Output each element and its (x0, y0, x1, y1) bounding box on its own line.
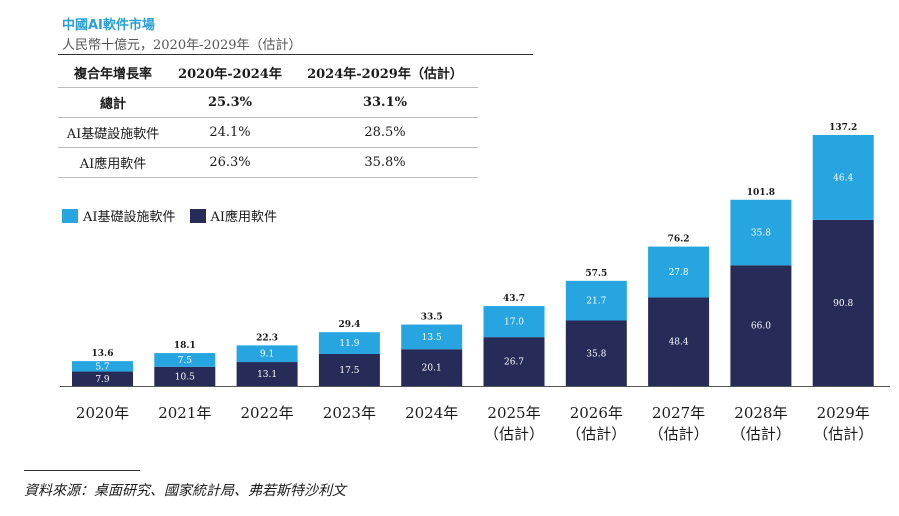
x-tick-label: 2029年 (817, 404, 870, 422)
data-label-total: 22.3 (256, 333, 278, 343)
bar-infra (236, 345, 298, 363)
bar-app (812, 219, 874, 386)
data-label-infra: 9.1 (260, 350, 274, 360)
cagr-row-app: AI應用軟件 26.3% 35.8% (58, 147, 478, 178)
x-tick-label: 2027年 (652, 404, 705, 422)
bar-infra (72, 361, 133, 372)
bar-app (565, 320, 627, 386)
footnote-rule (24, 470, 140, 471)
data-label-infra: 5.7 (95, 362, 110, 372)
x-tick-label: 2021年 (158, 404, 211, 422)
cagr-row-total: 總計 25.3% 33.1% (58, 87, 478, 118)
data-label-app: 13.1 (257, 370, 277, 380)
source-footnote: 資料來源：桌面研究、國家統計局、弗若斯特沙利文 (24, 483, 346, 499)
cagr-header-2020-2024: 2020年-2024年 (178, 67, 282, 82)
data-label-app: 35.8 (586, 349, 606, 359)
bar-app (648, 297, 710, 386)
data-label-app: 90.8 (833, 299, 853, 309)
bar-infra (483, 306, 545, 338)
bar-app (401, 349, 463, 386)
bar-app (318, 353, 380, 386)
legend-label-infra: AI基礎設施軟件 (83, 210, 176, 225)
data-label-infra: 11.9 (339, 339, 359, 349)
data-label-total: 137.2 (829, 123, 857, 133)
data-label-app: 10.5 (175, 372, 195, 382)
cagr-row-label: AI基礎設施軟件 (58, 117, 168, 148)
data-label-total: 29.4 (338, 320, 360, 330)
x-tick-label: 2026年 (570, 404, 623, 422)
bar-infra (648, 246, 710, 298)
cagr-row-value: 28.5% (291, 117, 478, 148)
data-label-infra: 46.4 (833, 173, 853, 183)
bar-app (483, 337, 545, 386)
bar-infra (154, 353, 216, 367)
stacked-bar-chart: 7.9 5.7 13.6 2020年 10.5 7.5 18.1 2021年 13.1 9.1 22… (60, 123, 890, 443)
bar-infra (730, 199, 792, 266)
data-label-infra: 17.0 (504, 318, 524, 328)
table-top-rule (58, 54, 533, 55)
data-label-app: 17.5 (339, 366, 359, 376)
cagr-header-label: 複合年增長率 (73, 67, 152, 82)
bar-infra (401, 324, 463, 350)
cagr-header-row: 複合年增長率 2020年-2024年 2024年-2029年（估計） (58, 58, 478, 88)
data-label-total: 76.2 (668, 235, 690, 245)
x-tick-label: 2028年 (734, 404, 787, 422)
bar-app (72, 371, 133, 386)
legend-item-infra: AI基礎設施軟件 (62, 206, 176, 225)
cagr-table: 複合年增長率 2020年-2024年 2024年-2029年（估計） 總計 25… (58, 58, 478, 178)
data-label-total: 13.6 (92, 349, 114, 359)
data-label-total: 33.5 (421, 313, 443, 323)
data-label-app: 48.4 (669, 338, 689, 348)
x-tick-label: （估計） (649, 425, 709, 443)
x-tick-label: 2022年 (241, 404, 294, 422)
bar-infra (812, 135, 874, 220)
legend-swatch-app (189, 208, 206, 223)
data-label-app: 66.0 (751, 322, 771, 332)
data-label-app: 7.9 (95, 375, 110, 385)
bar-infra (318, 332, 380, 354)
data-label-infra: 27.8 (669, 268, 689, 278)
chart-legend: AI基礎設施軟件 AI應用軟件 (62, 206, 291, 225)
cagr-row-label: 總計 (58, 87, 168, 118)
legend-swatch-infra (62, 208, 78, 223)
cagr-row-value: 24.1% (168, 117, 292, 148)
data-label-infra: 13.5 (422, 333, 442, 343)
x-tick-label: 2024年 (405, 404, 458, 422)
data-label-total: 18.1 (174, 341, 196, 351)
x-tick-label: 2023年 (323, 404, 376, 422)
chart-title: 中國AI軟件市場 (62, 18, 155, 33)
cagr-row-value: 26.3% (168, 147, 292, 178)
cagr-row-value: 35.8% (291, 147, 478, 178)
data-label-infra: 21.7 (586, 297, 606, 307)
legend-label-app: AI應用軟件 (210, 210, 278, 225)
x-tick-label: 2020年 (76, 404, 129, 422)
bar-app (236, 362, 298, 386)
cagr-row-value: 33.1% (291, 87, 478, 118)
data-label-infra: 35.8 (751, 229, 771, 239)
data-label-app: 26.7 (504, 358, 524, 368)
bar-app (154, 366, 216, 386)
legend-item-app: AI應用軟件 (189, 206, 278, 225)
x-tick-label: （估計） (566, 425, 626, 443)
data-label-app: 20.1 (422, 364, 442, 374)
data-label-infra: 7.5 (178, 356, 193, 366)
chart-subtitle: 人民幣十億元，2020年-2029年（估計） (62, 38, 302, 53)
x-tick-label: （估計） (813, 425, 873, 443)
cagr-header-2024-2029: 2024年-2029年（估計） (307, 67, 463, 82)
bar-infra (565, 280, 627, 321)
cagr-row-infra: AI基礎設施軟件 24.1% 28.5% (58, 117, 478, 148)
data-label-total: 57.5 (585, 269, 607, 279)
cagr-row-label: AI應用軟件 (58, 147, 168, 178)
x-tick-label: （估計） (731, 425, 791, 443)
x-tick-label: （估計） (484, 425, 544, 443)
cagr-row-value: 25.3% (168, 87, 292, 118)
data-label-total: 43.7 (503, 294, 525, 304)
x-tick-label: 2025年 (487, 404, 540, 422)
data-label-total: 101.8 (747, 188, 775, 198)
bar-app (730, 265, 792, 386)
